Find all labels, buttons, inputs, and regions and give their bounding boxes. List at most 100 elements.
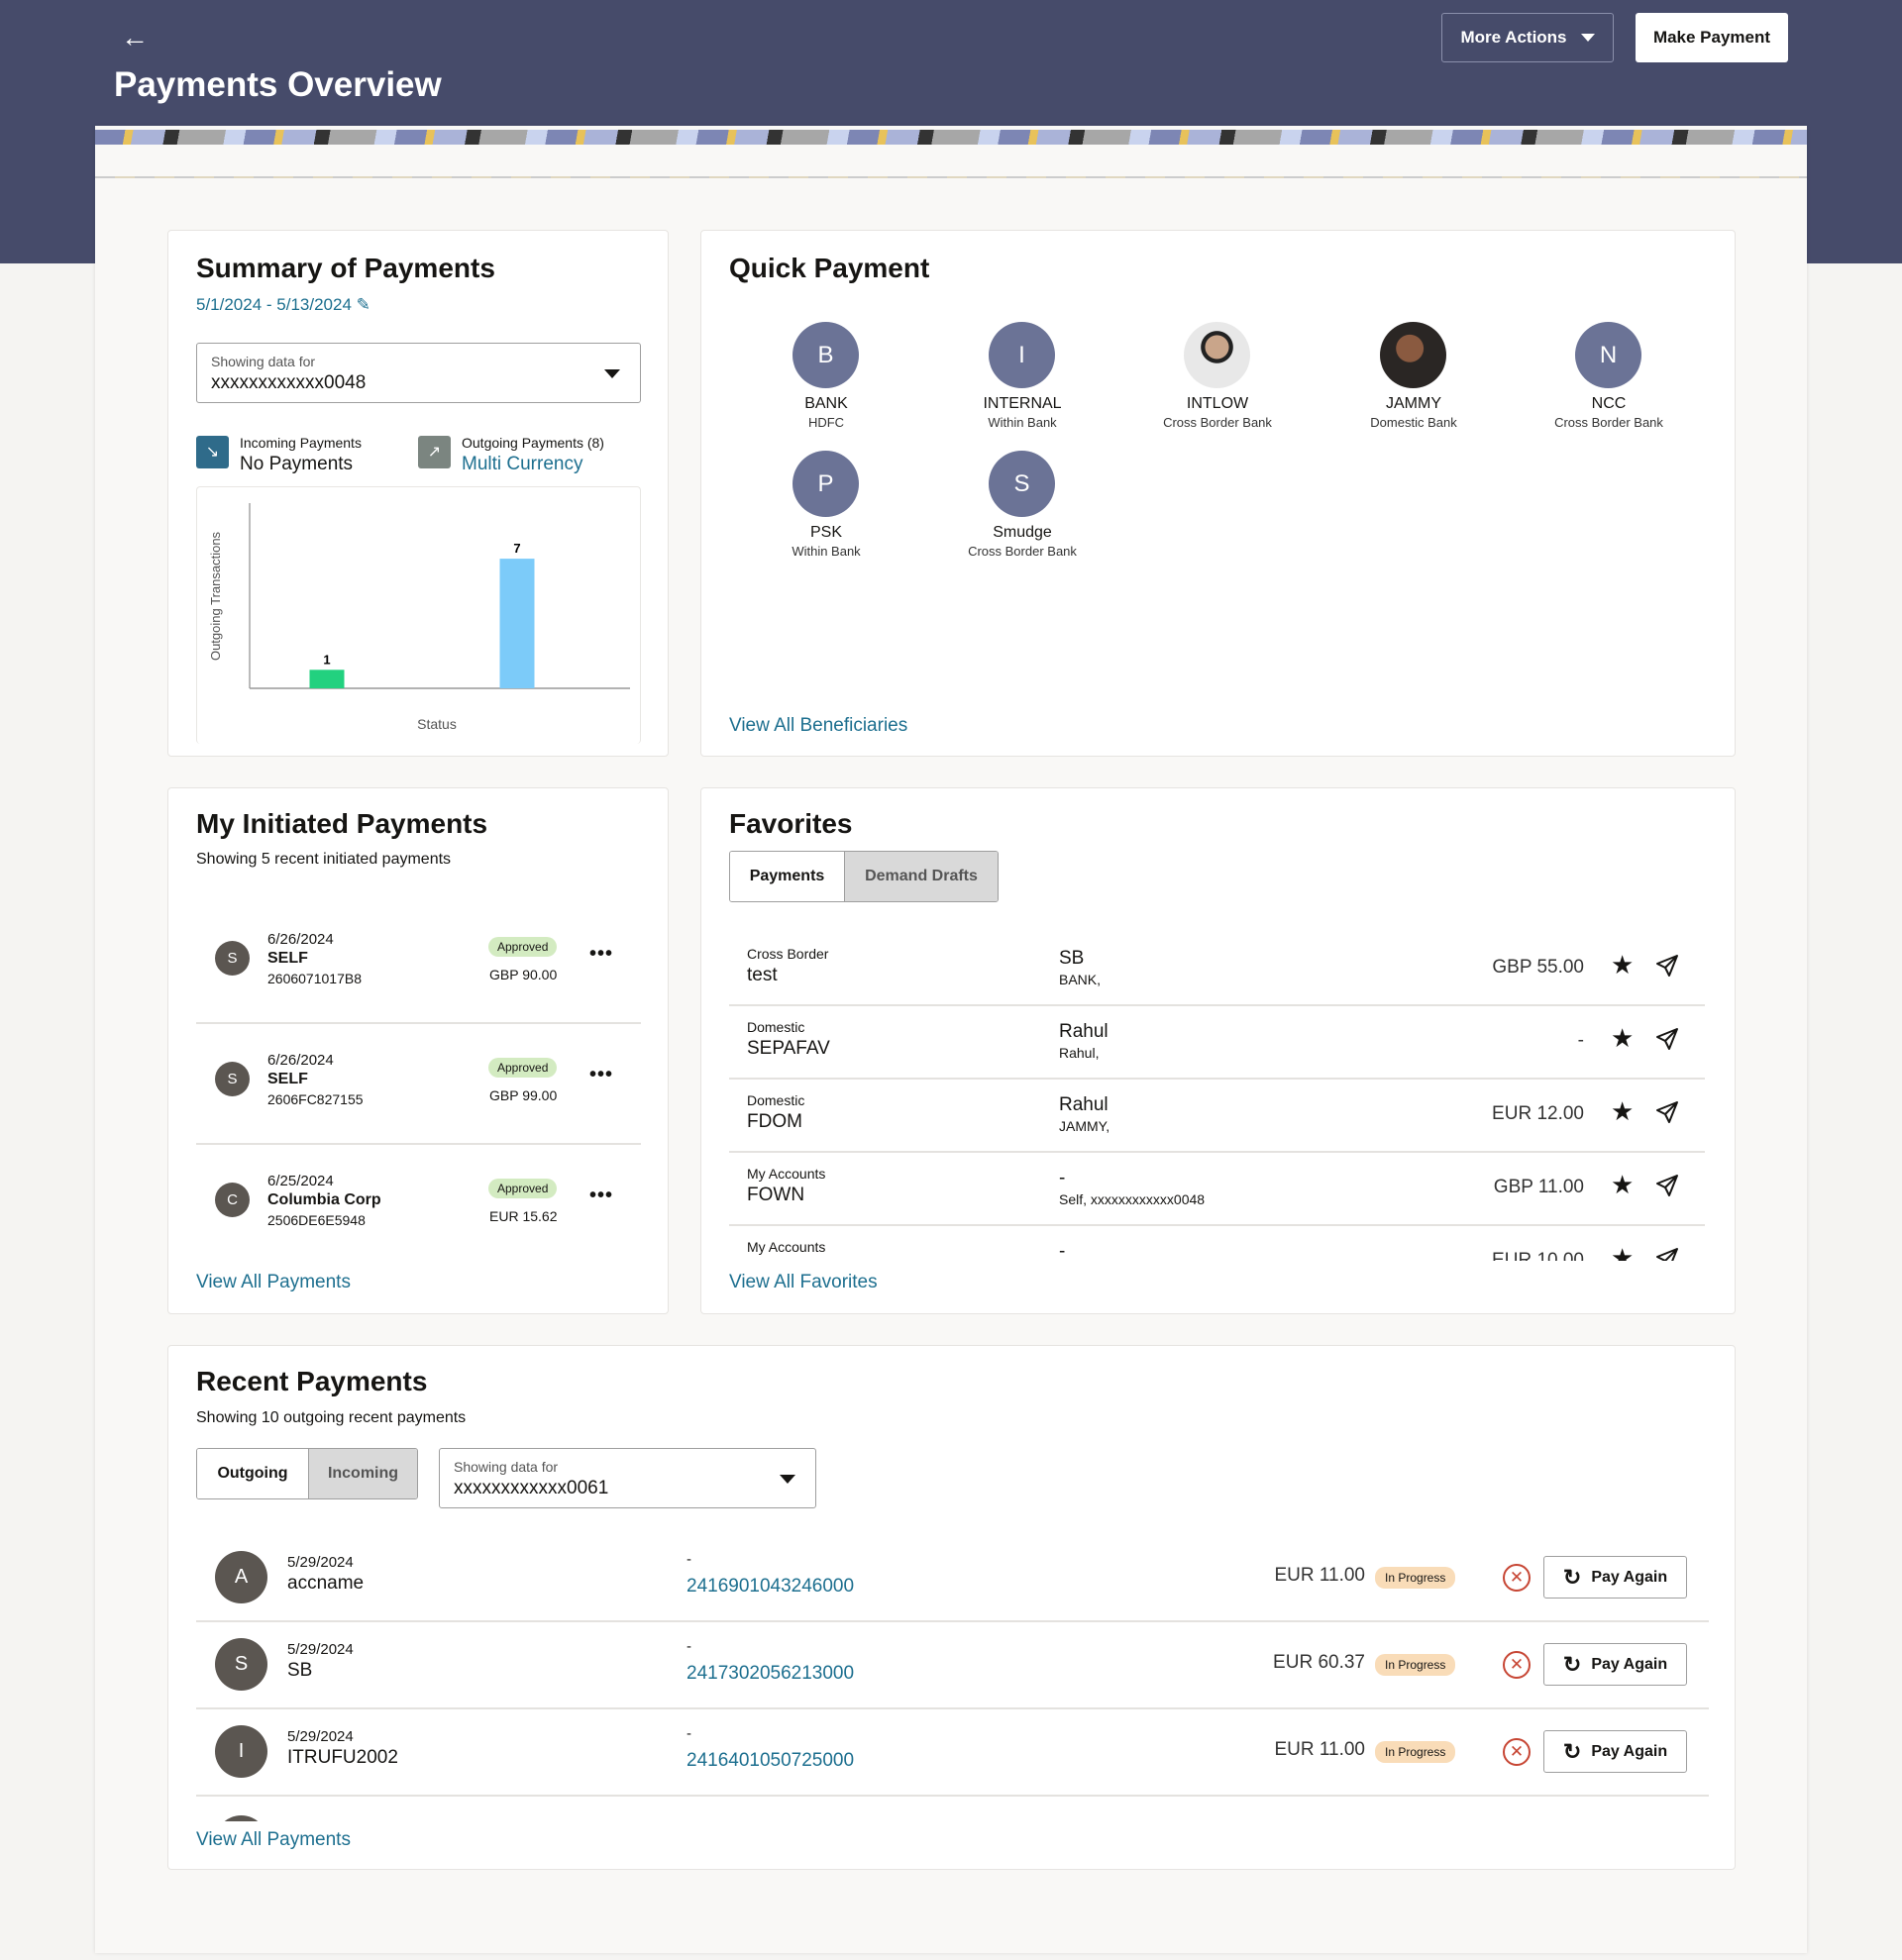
- outgoing-icon: ↗: [418, 436, 451, 468]
- outgoing-value-link[interactable]: Multi Currency: [462, 454, 583, 474]
- initiated-payment-row[interactable]: [196, 1146, 641, 1255]
- bar[interactable]: [309, 670, 345, 688]
- row-divider: [196, 1707, 1709, 1709]
- more-options-icon[interactable]: •••: [589, 943, 614, 965]
- send-icon[interactable]: [1655, 954, 1679, 982]
- send-icon[interactable]: [1655, 1247, 1679, 1261]
- star-icon[interactable]: ★: [1611, 950, 1635, 980]
- payee-name: SB: [287, 1660, 313, 1681]
- chart-box: Outgoing Transactions Status 1 7: [196, 486, 641, 744]
- beneficiary-photo[interactable]: [1184, 322, 1250, 388]
- select-value: xxxxxxxxxxxx0061: [454, 1478, 609, 1498]
- tab-demand-drafts[interactable]: Demand Drafts: [844, 852, 998, 901]
- recent-payments-card: Recent Payments Showing 10 outgoing rece…: [167, 1345, 1736, 1870]
- star-icon[interactable]: ★: [1611, 1096, 1635, 1126]
- recent-payment-row[interactable]: I 5/29/2024 ITRUFU2002 - 2416401050725000 EUR…: [168, 1708, 1735, 1796]
- send-icon[interactable]: [1655, 1027, 1679, 1056]
- beneficiary-name[interactable]: PSK: [809, 524, 842, 541]
- beneficiary-photo[interactable]: [1380, 322, 1446, 388]
- avatar-initial: B: [817, 341, 834, 368]
- cancel-icon[interactable]: ✕: [1503, 1651, 1531, 1679]
- favorite-row[interactable]: My Accounts - EUR 10.00 ★: [729, 1225, 1705, 1261]
- payment-type: My Accounts: [747, 1239, 826, 1255]
- payment-date: 5/29/2024: [287, 1728, 354, 1745]
- view-all-favorites-link[interactable]: View All Favorites: [729, 1272, 878, 1292]
- reference-link[interactable]: 2416401050725000: [687, 1750, 855, 1771]
- favorite-row[interactable]: Domestic SEPAFAV Rahul Rahul, - ★: [729, 1005, 1705, 1079]
- date-range: 5/1/2024 - 5/13/2024: [196, 295, 352, 314]
- favorites-list: Cross Border test SB BANK, GBP 55.00 ★ Domesti…: [701, 932, 1735, 1261]
- favorite-row[interactable]: Cross Border test SB BANK, GBP 55.00 ★: [729, 932, 1705, 1005]
- recent-title: Recent Payments: [196, 1366, 428, 1396]
- beneficiary-name[interactable]: JAMMY: [1386, 395, 1441, 412]
- view-all-payments-link[interactable]: View All Payments: [196, 1272, 351, 1292]
- recent-account-select[interactable]: Showing data for xxxxxxxxxxxx0061: [439, 1448, 816, 1508]
- account-select[interactable]: Showing data for xxxxxxxxxxxx0048: [196, 343, 641, 403]
- recent-payment-row[interactable]: A 5/29/2024 accname - 2416901043246000 EUR 11…: [168, 1534, 1735, 1621]
- reference-link[interactable]: 2417302056213000: [687, 1663, 855, 1684]
- make-payment-button[interactable]: Make Payment: [1636, 13, 1788, 62]
- payment-date: 6/25/2024: [267, 1173, 334, 1189]
- payee-avatar: S: [215, 1638, 267, 1691]
- initiated-title: My Initiated Payments: [196, 808, 488, 839]
- tab-incoming[interactable]: Incoming: [308, 1449, 417, 1498]
- beneficiary-avatar[interactable]: I: [989, 322, 1055, 388]
- bar[interactable]: [499, 559, 535, 688]
- send-icon[interactable]: [1655, 1174, 1679, 1202]
- more-options-icon[interactable]: •••: [589, 1185, 614, 1206]
- account-dash: -: [687, 1725, 691, 1742]
- date-range-link[interactable]: 5/1/2024 - 5/13/2024 ✎: [196, 295, 370, 315]
- beneficiary-name[interactable]: NCC: [1591, 395, 1627, 412]
- star-icon[interactable]: ★: [1611, 1023, 1635, 1053]
- bar-data-label: 1: [323, 652, 330, 667]
- initiated-payment-row[interactable]: [196, 904, 641, 1013]
- summary-title: Summary of Payments: [196, 253, 495, 283]
- favorite-row[interactable]: Domestic FDOM Rahul JAMMY, EUR 12.00 ★: [729, 1079, 1705, 1152]
- reference-link[interactable]: 2416901043246000: [687, 1576, 855, 1597]
- beneficiary-name[interactable]: INTLOW: [1186, 395, 1249, 412]
- payee-avatar: S: [215, 1062, 250, 1096]
- payment-type: My Accounts: [747, 1166, 826, 1182]
- payment-amount: EUR 60.37: [1273, 1652, 1365, 1673]
- row-divider: [196, 1795, 1709, 1797]
- payee-avatar: A: [215, 1551, 267, 1603]
- star-icon[interactable]: ★: [1611, 1243, 1635, 1261]
- pay-again-button[interactable]: ↻ Pay Again: [1543, 1643, 1687, 1686]
- status-badge: Approved: [488, 937, 558, 957]
- view-all-beneficiaries-link[interactable]: View All Beneficiaries: [729, 715, 908, 736]
- favorite-row[interactable]: My Accounts FOWN - Self, xxxxxxxxxxxx0048 GB…: [729, 1152, 1705, 1225]
- reference-number: 2606FC827155: [267, 1091, 364, 1107]
- beneficiary-type: Within Bank: [792, 544, 861, 559]
- beneficiary-avatar[interactable]: B: [792, 322, 859, 388]
- incoming-value: No Payments: [240, 454, 354, 474]
- beneficiary-name[interactable]: INTERNAL: [983, 395, 1062, 412]
- pay-again-button[interactable]: ↻ Pay Again: [1543, 1556, 1687, 1599]
- avatar-initial: S: [1013, 469, 1030, 497]
- beneficiary-name[interactable]: Smudge: [993, 524, 1052, 541]
- tab-outgoing[interactable]: Outgoing: [197, 1449, 308, 1498]
- beneficiary-type: HDFC: [807, 415, 845, 430]
- avatar-initial: N: [1599, 341, 1618, 368]
- beneficiary-avatar[interactable]: N: [1575, 322, 1641, 388]
- pay-again-label: Pay Again: [1591, 1742, 1668, 1760]
- more-options-icon[interactable]: •••: [589, 1064, 614, 1085]
- more-actions-button[interactable]: More Actions: [1441, 13, 1614, 62]
- tab-payments[interactable]: Payments: [730, 852, 844, 901]
- view-all-recent-payments-link[interactable]: View All Payments: [196, 1829, 351, 1850]
- edit-pencil-icon[interactable]: ✎: [356, 295, 370, 314]
- payee-avatar: C: [215, 1183, 250, 1217]
- send-icon[interactable]: [1655, 1100, 1679, 1129]
- favorites-title: Favorites: [729, 808, 853, 839]
- beneficiary-avatar[interactable]: P: [792, 451, 859, 517]
- pay-again-button[interactable]: ↻ Pay Again: [1543, 1730, 1687, 1773]
- cancel-icon[interactable]: ✕: [1503, 1738, 1531, 1766]
- row-divider: [729, 1004, 1705, 1006]
- initiated-payment-row[interactable]: [196, 1025, 641, 1134]
- recent-payment-row[interactable]: S 5/29/2024 SB - 2417302056213000 EUR 60.37 In…: [168, 1621, 1735, 1708]
- caret-down-icon: [1580, 34, 1595, 42]
- beneficiary-avatar[interactable]: S: [989, 451, 1055, 517]
- cancel-icon[interactable]: ✕: [1503, 1564, 1531, 1592]
- beneficiary-name[interactable]: BANK: [804, 395, 848, 412]
- star-icon[interactable]: ★: [1611, 1170, 1635, 1199]
- back-arrow-icon[interactable]: ←: [121, 22, 149, 52]
